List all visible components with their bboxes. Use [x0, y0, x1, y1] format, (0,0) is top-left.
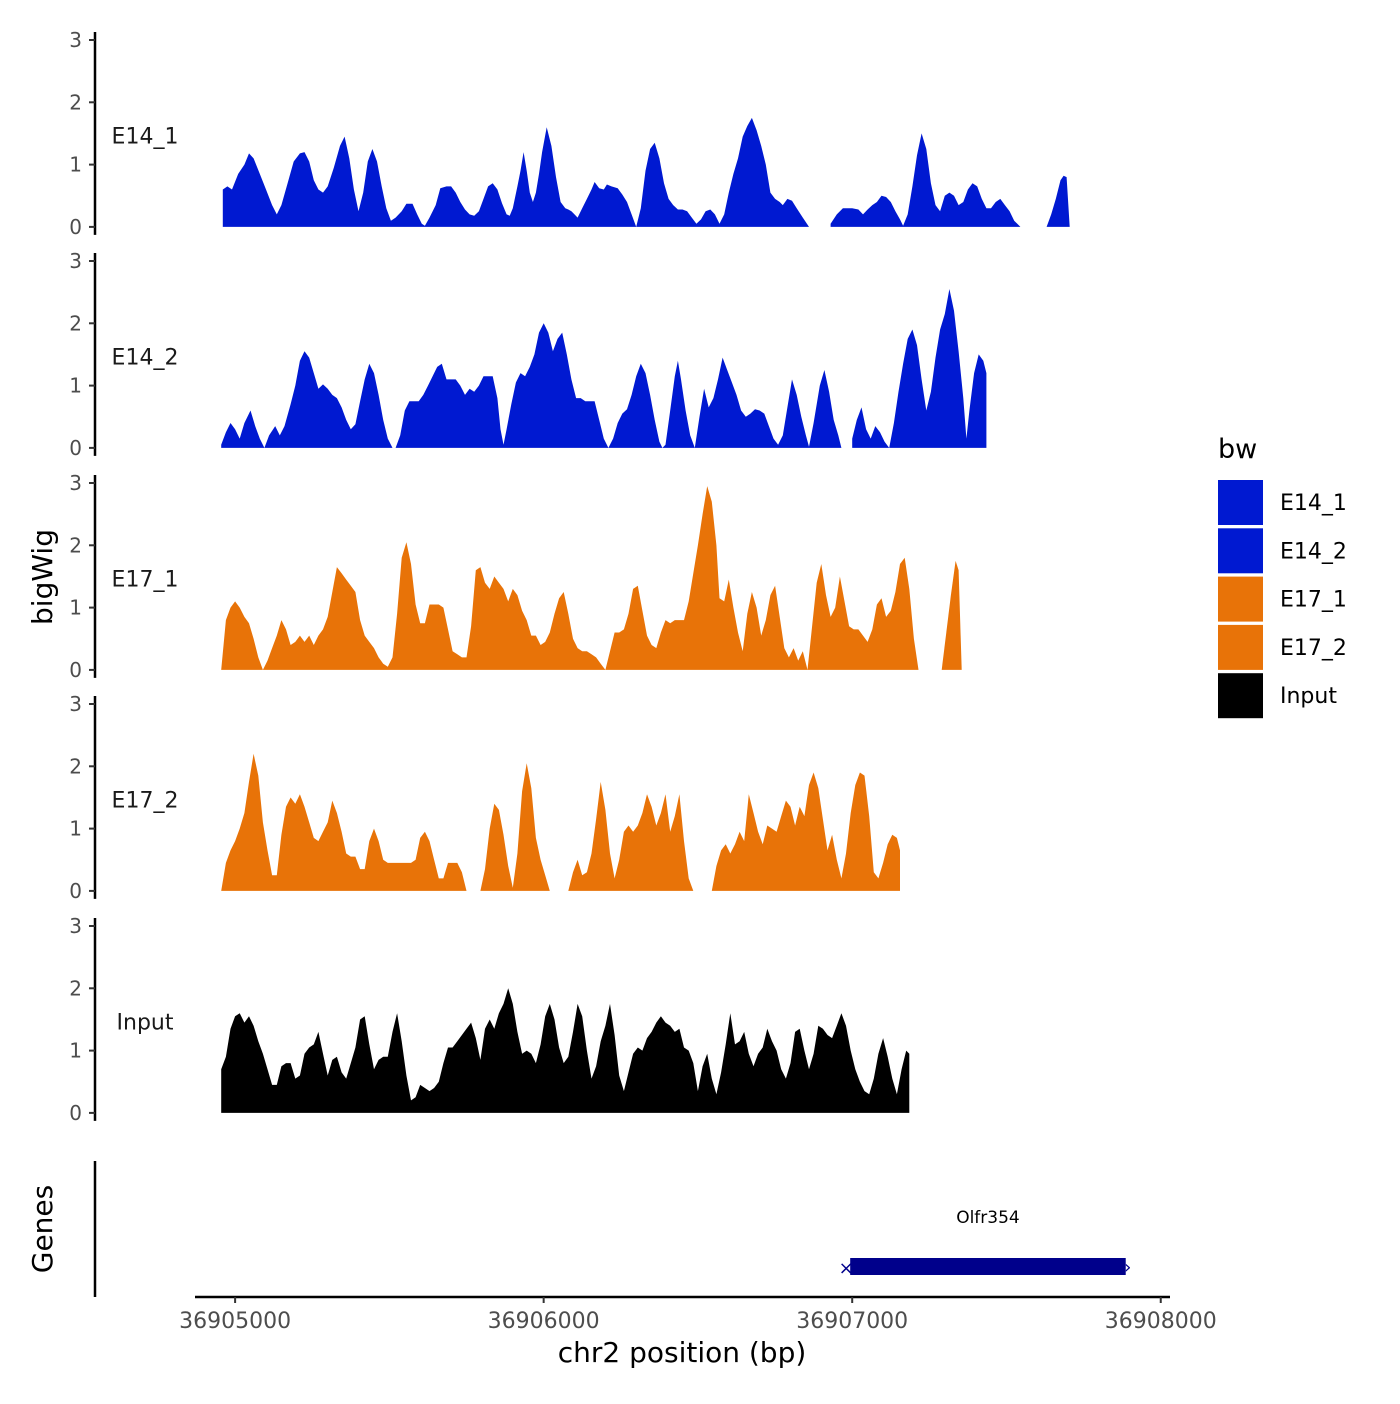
- y-tick-label: 2: [69, 311, 82, 335]
- y-tick-label: 1: [69, 1039, 82, 1063]
- area-series: [221, 323, 842, 448]
- legend-label: E17_1: [1280, 588, 1347, 613]
- area-series: [221, 753, 467, 891]
- y-tick-label: 2: [69, 976, 82, 1000]
- y-tick-label: 1: [69, 596, 82, 620]
- track-label: E17_1: [112, 567, 179, 592]
- y-tick-label: 0: [69, 436, 82, 460]
- area-series: [852, 289, 987, 448]
- gene-label: Olfr354: [956, 1208, 1020, 1228]
- x-tick-label: 36908000: [1105, 1309, 1217, 1334]
- legend-title: bw: [1218, 434, 1257, 465]
- y-axis-title: bigWig: [26, 529, 59, 625]
- gene-strand-mark: ×: [839, 1258, 854, 1279]
- y-tick-label: 0: [69, 215, 82, 239]
- track-e17-2: 0 1 2 3 E17_2: [69, 692, 900, 903]
- x-tick-label: 36906000: [488, 1309, 600, 1334]
- area-series: [221, 988, 910, 1113]
- area-series: [1046, 175, 1070, 227]
- area-series: [221, 486, 919, 670]
- area-series: [830, 133, 1021, 227]
- track-label: E17_2: [112, 788, 179, 813]
- y-tick-label: 1: [69, 153, 82, 177]
- y-tick-label: 3: [69, 692, 82, 716]
- y-tick-label: 3: [69, 28, 82, 52]
- y-tick-label: 0: [69, 658, 82, 682]
- x-axis: 36905000 36906000 36907000 36908000 chr2 pos…: [179, 1295, 1217, 1369]
- legend-label: E14_2: [1280, 539, 1347, 564]
- track-label: E14_1: [112, 124, 179, 149]
- legend-key: [1218, 480, 1263, 525]
- x-axis-title: chr2 position (bp): [558, 1336, 807, 1369]
- legend-key: [1218, 528, 1263, 574]
- y-tick-label: 3: [69, 249, 82, 273]
- legend-label: Input: [1280, 684, 1337, 709]
- x-tick-label: 36907000: [796, 1309, 908, 1334]
- track-label: Input: [117, 1010, 174, 1035]
- legend-key: [1218, 576, 1263, 622]
- legend-label: E14_1: [1280, 491, 1347, 516]
- track-e14-2: 0 1 2 3 E14_2: [69, 249, 987, 460]
- legend-key: [1218, 673, 1263, 719]
- y-tick-label: 3: [69, 471, 82, 495]
- y-tick-label: 3: [69, 914, 82, 938]
- y-tick-label: 2: [69, 754, 82, 778]
- area-series: [941, 560, 962, 670]
- track-e17-1: 0 1 2 3 E17_1: [69, 471, 962, 682]
- y-tick-label: 0: [69, 1101, 82, 1125]
- genes-panel: Genes × › Olfr354: [26, 1161, 1131, 1297]
- gene-body: [850, 1258, 1126, 1275]
- area-series: [568, 781, 694, 891]
- legend-label: E17_2: [1280, 636, 1347, 661]
- area-series: [711, 772, 900, 891]
- track-input: 0 1 2 3 Input: [69, 914, 910, 1125]
- y-tick-label: 1: [69, 817, 82, 841]
- track-label: E14_2: [112, 345, 179, 370]
- y-tick-label: 1: [69, 374, 82, 398]
- track-e14-1: 0 1 2 3 E14_1: [69, 28, 1070, 239]
- legend-key: [1218, 624, 1263, 670]
- area-series: [480, 763, 550, 891]
- y-tick-label: 0: [69, 879, 82, 903]
- x-tick-label: 36905000: [179, 1309, 291, 1334]
- gene-end-mark: ›: [1124, 1257, 1131, 1278]
- genes-axis-title: Genes: [26, 1185, 59, 1273]
- area-series: [222, 117, 810, 227]
- y-tick-label: 2: [69, 533, 82, 557]
- y-tick-label: 2: [69, 90, 82, 114]
- legend: bw E14_1 E14_2 E17_1 E17_2 Input: [1218, 434, 1347, 719]
